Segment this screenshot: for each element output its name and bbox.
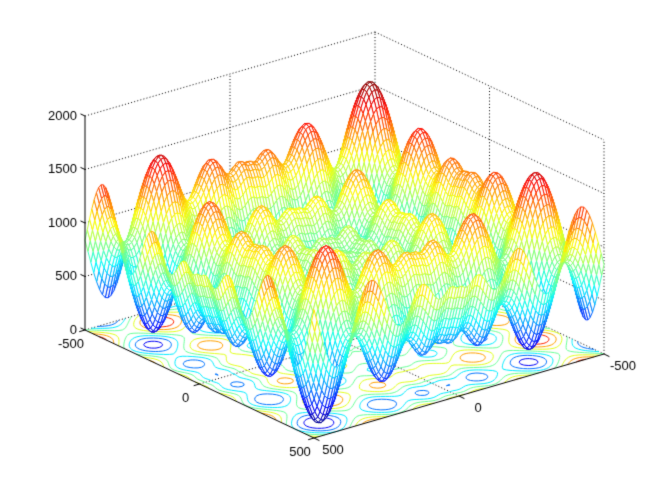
surface-plot-canvas bbox=[0, 0, 667, 493]
figure-window bbox=[0, 0, 667, 493]
